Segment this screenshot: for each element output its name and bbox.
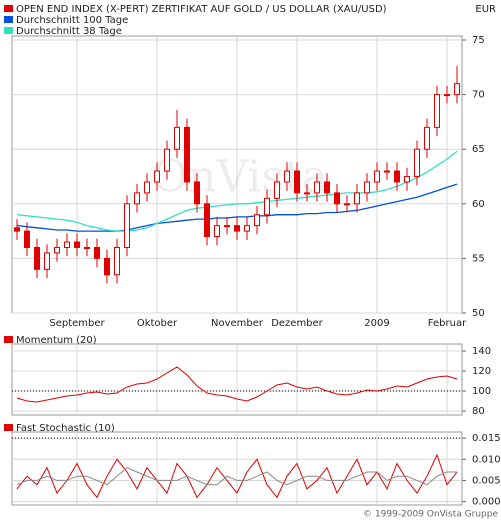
- legend-label: Durchschnitt 100 Tage: [16, 15, 128, 26]
- candle-body: [254, 214, 260, 227]
- legend-label: Durchschnitt 38 Tage: [16, 26, 122, 37]
- candle-body: [364, 181, 370, 194]
- indicator-line: [16, 453, 458, 499]
- y-tick-label: 60: [472, 199, 485, 210]
- legend-swatch: [4, 336, 13, 343]
- legend-swatch: [4, 27, 13, 34]
- copyright: © 1999-2009 OnVista Gruppe: [363, 510, 498, 520]
- candle-body: [434, 94, 440, 128]
- currency: EUR: [475, 4, 496, 15]
- candle-body: [104, 257, 110, 276]
- candle-body: [74, 241, 80, 248]
- y-tick-label: 120: [472, 366, 491, 377]
- y-tick-label: 50: [472, 308, 485, 319]
- candle-body: [14, 227, 20, 232]
- y-tick-label: 80: [472, 406, 485, 417]
- candle-body: [354, 192, 360, 205]
- candle-body: [394, 170, 400, 183]
- candle-body: [94, 246, 100, 259]
- candle-body: [194, 181, 200, 205]
- y-tick-label: 55: [472, 253, 485, 264]
- y-tick-label: 70: [472, 90, 485, 101]
- candle-body: [174, 126, 180, 150]
- candle-body: [294, 170, 300, 194]
- candle-body: [154, 170, 160, 183]
- y-tick-label: 0.005: [472, 475, 501, 486]
- moving-average: [16, 150, 458, 232]
- x-tick-label: Februar: [428, 318, 467, 329]
- candle-body: [444, 94, 450, 97]
- x-tick-label: Dezember: [271, 318, 323, 329]
- legend-swatch: [4, 424, 13, 431]
- candle-body: [404, 176, 410, 183]
- candle-body: [374, 170, 380, 183]
- y-tick-label: 0.010: [472, 454, 501, 465]
- candle-body: [324, 181, 330, 194]
- x-tick-label: Oktober: [137, 318, 178, 329]
- y-tick-label: 75: [472, 35, 485, 46]
- candle-body: [384, 170, 390, 173]
- candle-body: [34, 246, 40, 270]
- panel-title: Momentum (20): [16, 335, 97, 346]
- candle-body: [454, 83, 460, 96]
- panel-title: Fast Stochastic (10): [16, 423, 115, 434]
- indicator-line: [16, 467, 457, 486]
- candle-body: [144, 181, 150, 194]
- candle-body: [84, 246, 90, 249]
- candle-body: [24, 230, 30, 248]
- candle-body: [424, 126, 430, 150]
- candle-body: [204, 203, 210, 238]
- candle-body: [64, 241, 70, 248]
- candle-body: [304, 192, 310, 195]
- candle-body: [264, 197, 270, 216]
- candle-body: [114, 246, 120, 276]
- legend-swatch: [4, 5, 13, 12]
- moving-average: [16, 183, 458, 232]
- y-tick-label: 0.000: [472, 497, 501, 508]
- candle-body: [44, 252, 50, 270]
- candle-body: [414, 148, 420, 177]
- legend-label: OPEN END INDEX (X-PERT) ZERTIFIKAT AUF G…: [16, 4, 387, 15]
- x-tick-label: 2009: [364, 318, 389, 329]
- candle-body: [184, 126, 190, 183]
- x-tick-label: September: [49, 318, 105, 329]
- y-tick-label: 140: [472, 346, 491, 357]
- y-tick-label: 0.015: [472, 433, 501, 444]
- candle-body: [284, 170, 290, 183]
- x-tick-label: November: [211, 318, 264, 329]
- indicator-line: [16, 366, 458, 403]
- candle-body: [234, 225, 240, 232]
- candle-body: [314, 181, 320, 194]
- candle-body: [124, 203, 130, 248]
- candle-body: [244, 225, 250, 232]
- watermark: OnVista: [152, 152, 328, 203]
- candle-body: [164, 148, 170, 172]
- candle-body: [344, 203, 350, 206]
- candle-body: [334, 192, 340, 205]
- candle-body: [214, 225, 220, 238]
- candle-body: [134, 192, 140, 205]
- candle-body: [224, 225, 230, 228]
- y-tick-label: 65: [472, 144, 485, 155]
- y-tick-label: 100: [472, 386, 491, 397]
- legend-swatch: [4, 16, 13, 23]
- candle-body: [54, 246, 60, 254]
- candle-body: [274, 181, 280, 199]
